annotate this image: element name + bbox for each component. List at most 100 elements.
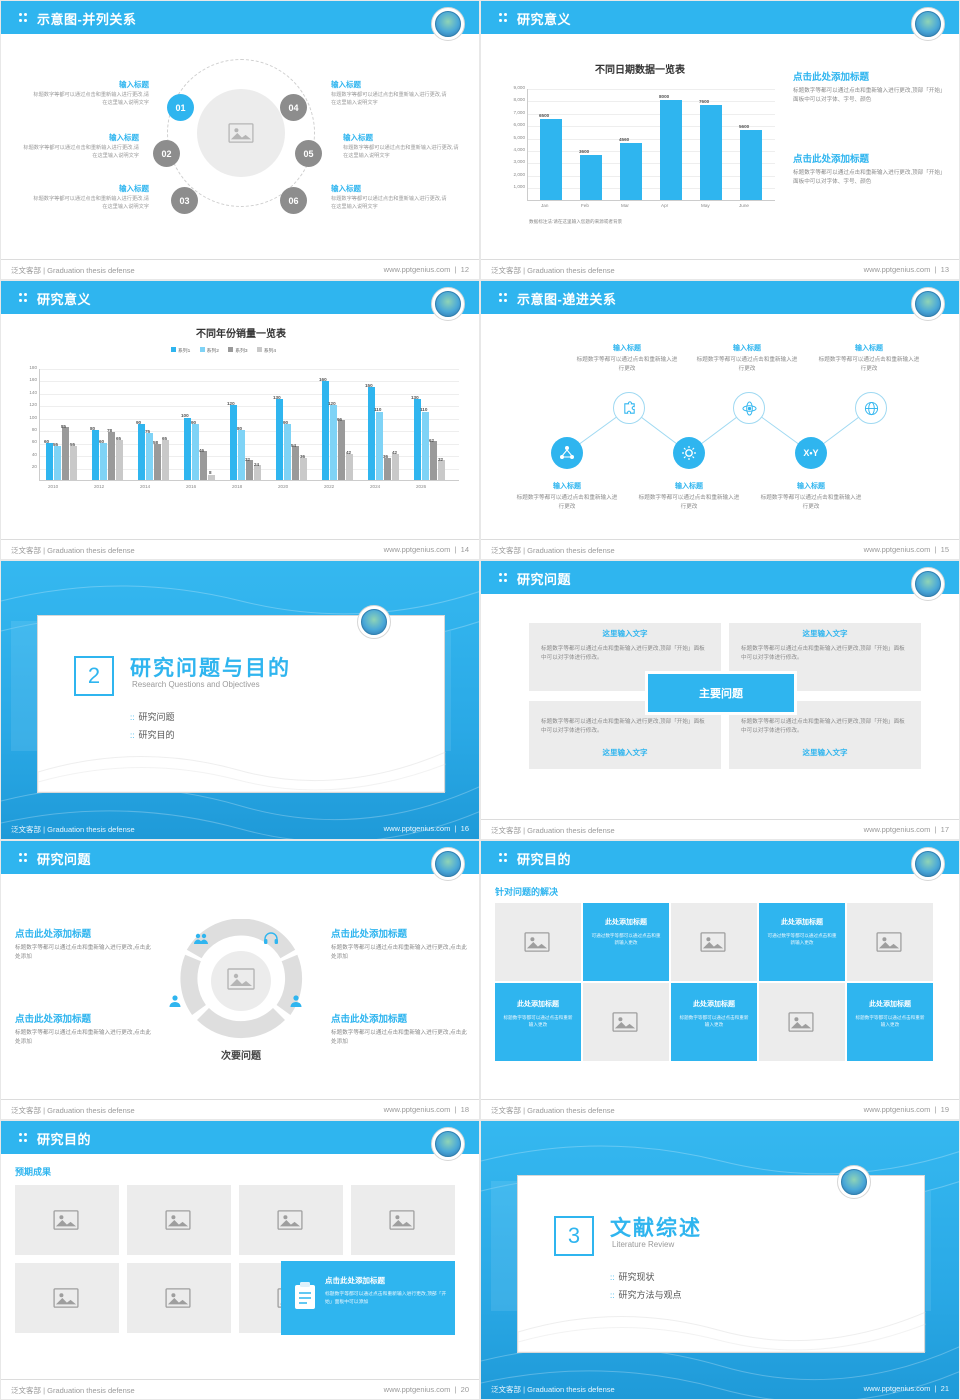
section-number: 2 (74, 656, 114, 696)
image-icon (788, 1012, 814, 1032)
footer-right: www.pptgenius.com | 18 (383, 1105, 469, 1114)
top-label-2: 输入标题 标题数字等都可以通过点击和重新输入进行更改 (696, 345, 798, 372)
grid-tile-3[interactable] (239, 1185, 343, 1255)
step-circle-4[interactable] (733, 392, 765, 424)
bottom-label-1: 输入标题 标题数字等都可以通过点击和重新输入进行更改 (516, 483, 618, 510)
footer-right: www.pptgenius.com | 21 (863, 1384, 949, 1393)
chart-yaxis: 9,000 8,000 7,000 6,000 5,000 4,000 3,00… (513, 85, 526, 190)
tile-r2c5-text[interactable]: 此处添加标题 标题数字等都可以通过点击和重新输入更改 (847, 983, 933, 1061)
dots-icon (499, 853, 508, 863)
bar-june (740, 130, 762, 200)
footer-right: www.pptgenius.com | 17 (863, 825, 949, 834)
dots-icon (19, 293, 28, 303)
bullet-icon: :: (130, 731, 135, 740)
center-label-box[interactable]: 主要问题 (645, 671, 797, 715)
footer-left: 泛文客部 | Graduation thesis defense (11, 825, 135, 834)
slide-18-footer: 泛文客部 | Graduation thesis defense www.ppt… (1, 1099, 479, 1119)
tile-r2c2-image[interactable] (583, 983, 669, 1061)
block-1: 点击此处添加标题 标题数字等都可以通过点击和重新输入进行更改,点击此处添加 (15, 926, 151, 961)
school-logo-badge (357, 605, 391, 639)
step-circle-1[interactable] (551, 437, 583, 469)
text-block-1: 点击此处添加标题 标题数字等都可以通过点击和重新输入进行更改,顶部「开始」面板中… (793, 69, 945, 104)
image-icon (53, 1288, 79, 1308)
step-circle-2[interactable] (613, 392, 645, 424)
cover-bullet-1: :: 研究问题 (130, 712, 175, 722)
slide-19-header-title: 研究目的 (517, 852, 572, 867)
footer-left: 泛文客部 | Graduation thesis defense (491, 546, 615, 555)
image-icon (700, 932, 726, 952)
top-label-1: 输入标题 标题数字等都可以通过点击和重新输入进行更改 (576, 345, 678, 372)
chart-title: 不同日期数据一览表 (595, 65, 685, 76)
grid-tile-4[interactable] (351, 1185, 455, 1255)
label-desc: 标题数字等都可以通过点击和重新输入进行更改,请在这里输入说明文字 (33, 92, 149, 106)
tile-r1c3-image[interactable] (671, 903, 757, 981)
center-label-text: 主要问题 (699, 688, 743, 700)
slide-16-footer: 泛文客部 | Graduation thesis defense www.ppt… (1, 819, 479, 839)
bar-value: 8000 (659, 94, 670, 99)
slide-17: 研究问题 这里输入文字 标题数字等都可以通过点击和重新输入进行更改,顶部「开始」… (480, 560, 960, 840)
text-block-desc: 标题数字等都可以通过点击和重新输入进行更改,顶部「开始」面板中可以对字体、字号、… (793, 170, 943, 185)
label-title: 输入标题 (331, 80, 361, 89)
dots-icon (499, 573, 508, 583)
text-block-title: 点击此处添加标题 (793, 154, 870, 165)
step-circle-5[interactable]: X•Y (795, 437, 827, 469)
slide-20-footer: 泛文客部 | Graduation thesis defense www.ppt… (1, 1379, 479, 1399)
image-icon (165, 1288, 191, 1308)
step-dot-01[interactable]: 01 (167, 94, 194, 121)
callout-box[interactable]: 点击此处添加标题 标题数字等都可以通过点击和重新输入进行更改,顶部「开始」面板中… (281, 1261, 455, 1335)
cover-bullet-2: :: 研究方法与观点 (610, 1290, 682, 1300)
footer-left: 泛文客部 | Graduation thesis defense (11, 546, 135, 555)
slide-17-header: 研究问题 (481, 561, 959, 594)
grid-tile-2[interactable] (127, 1185, 231, 1255)
step-dot-05[interactable]: 05 (295, 140, 322, 167)
image-icon (228, 123, 254, 143)
text-block-2: 点击此处添加标题 标题数字等都可以通过点击和重新输入进行更改,顶部「开始」面板中… (793, 151, 945, 186)
tile-r1c2-text[interactable]: 此处添加标题 可通过数字等都可以通过点击和重新输入更改 (583, 903, 669, 981)
text-block-title: 点击此处添加标题 (793, 72, 870, 83)
grid-tile-5[interactable] (15, 1263, 119, 1333)
slide-17-footer: 泛文客部 | Graduation thesis defense www.ppt… (481, 819, 959, 839)
footer-right: www.pptgenius.com | 16 (383, 824, 469, 833)
grid-tile-1[interactable] (15, 1185, 119, 1255)
step-dot-03[interactable]: 03 (171, 187, 198, 214)
slide-13-footer: 泛文客部 | Graduation thesis defense www.ppt… (481, 259, 959, 279)
tile-desc: 标题数字等都可以通过点击和重新输入更改 (855, 1015, 925, 1027)
label-desc: 标题数字等都可以通过点击和重新输入进行更改,请在这里输入说明文字 (33, 196, 149, 210)
label-title: 输入标题 (109, 133, 139, 142)
cover-bullet-1: :: 研究现状 (610, 1272, 655, 1282)
section-title-cn: 研究问题与目的 (130, 657, 291, 680)
school-logo-badge (911, 7, 945, 41)
image-icon (389, 1210, 415, 1230)
step-dot-04[interactable]: 04 (280, 94, 307, 121)
school-logo-badge (431, 1127, 465, 1161)
tile-r1c5-image[interactable] (847, 903, 933, 981)
block-desc: 标题数字等都可以通过点击和重新输入进行更改,点击此处添加 (15, 1030, 151, 1045)
block-title: 点击此处添加标题 (15, 1014, 92, 1025)
atom-icon (741, 400, 757, 416)
tile-r2c3-text[interactable]: 此处添加标题 标题数字等都可以通过点击和重新输入更改 (671, 983, 757, 1061)
cell-1-title: 这里输入文字 (602, 629, 648, 638)
block-3: 点击此处添加标题 标题数字等都可以通过点击和重新输入进行更改,点击此处添加 (331, 926, 467, 961)
image-icon (524, 932, 550, 952)
grid-tile-6[interactable] (127, 1263, 231, 1333)
step-dot-06[interactable]: 06 (280, 187, 307, 214)
tile-r1c1-image[interactable] (495, 903, 581, 981)
card-wave (518, 1311, 926, 1352)
slide-21-footer: 泛文客部 | Graduation thesis defense www.ppt… (481, 1379, 959, 1399)
cover-card: 2 研究问题与目的 Research Questions and Objecti… (37, 615, 446, 793)
tile-r1c4-text[interactable]: 此处添加标题 可通过数字等都可以通过点击和重新输入更改 (759, 903, 845, 981)
school-logo-badge (837, 1165, 871, 1199)
block-2: 点击此处添加标题 标题数字等都可以通过点击和重新输入进行更改,点击此处添加 (15, 1011, 151, 1046)
bar-value: 7600 (699, 99, 710, 104)
step-circle-6[interactable] (855, 392, 887, 424)
cover-card: 3 文献综述 Literature Review :: 研究现状 :: 研究方法与观… (517, 1175, 926, 1353)
tile-r2c1-text[interactable]: 此处添加标题 标题数字等都可以通过点击和重新输入更改 (495, 983, 581, 1061)
user-add-icon (290, 995, 302, 1007)
tile-r2c4-image[interactable] (759, 983, 845, 1061)
slide-18-header-title: 研究问题 (37, 852, 92, 867)
bottom-label-3: 输入标题 标题数字等都可以通过点击和重新输入进行更改 (760, 483, 862, 510)
label-block-03: 输入标题 标题数字等都可以通过点击和重新输入进行更改,请在这里输入说明文字 (29, 183, 149, 212)
step-dot-02[interactable]: 02 (153, 140, 180, 167)
step-circle-3[interactable] (673, 437, 705, 469)
image-icon (227, 968, 255, 990)
